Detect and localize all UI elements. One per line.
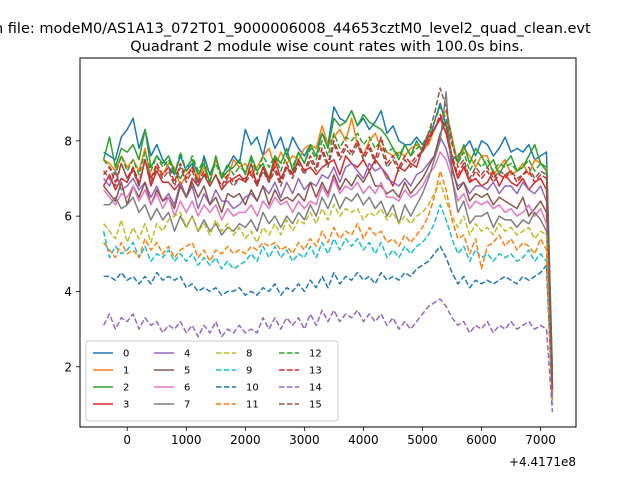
x-tick-label: 1000 (171, 433, 202, 447)
legend-label-13: 13 (309, 366, 322, 377)
x-tick-label: 3000 (289, 433, 320, 447)
legend-label-10: 10 (246, 383, 259, 394)
x-tick-label: 4000 (348, 433, 379, 447)
ticks-layer: 0 1000 2000 3000 4000 5000 6000 7000 2 4 6 8 (64, 134, 555, 447)
x-axis-offset-label: +4.4171e8 (509, 455, 576, 469)
x-tick-label: 2000 (230, 433, 261, 447)
legend-label-7: 7 (184, 400, 190, 411)
legend-label-14: 14 (309, 383, 322, 394)
series-line-15 (103, 87, 554, 390)
legend-label-3: 3 (123, 400, 129, 411)
legend-label-12: 12 (309, 349, 322, 360)
x-tick-label: 6000 (466, 433, 497, 447)
legend-label-9: 9 (246, 366, 252, 377)
legend-label-8: 8 (246, 349, 252, 360)
chart-title: Quadrant 2 module wise count rates with … (130, 39, 524, 55)
legend-label-5: 5 (184, 366, 190, 377)
legend-label-11: 11 (246, 400, 259, 411)
axes-frame (79, 57, 577, 428)
series-line-12 (103, 106, 554, 386)
legend-label-15: 15 (309, 400, 322, 411)
y-tick-label: 8 (64, 134, 72, 148)
legend-label-0: 0 (123, 349, 129, 360)
series-line-7 (103, 91, 554, 397)
y-tick-label: 2 (64, 360, 72, 374)
legend-label-4: 4 (184, 349, 190, 360)
x-tick-label: 5000 (407, 433, 438, 447)
series-line-13 (103, 113, 554, 390)
legend-label-2: 2 (123, 383, 129, 394)
legend-frame (85, 340, 339, 422)
series-line-2 (102, 109, 554, 382)
series-line-6 (103, 151, 554, 394)
series-line-10 (103, 245, 554, 405)
x-tick-label: 7000 (525, 433, 556, 447)
y-tick-label: 6 (64, 210, 72, 224)
series-line-11 (103, 170, 554, 401)
series-line-4 (103, 136, 554, 394)
plot-layer (102, 87, 554, 412)
x-tick-label: 0 (123, 433, 131, 447)
series-line-8 (103, 181, 554, 401)
series-line-14 (102, 298, 554, 412)
series-line-9 (102, 204, 554, 401)
y-tick-label: 4 (64, 285, 72, 299)
series-line-5 (103, 121, 554, 394)
legend-label-6: 6 (184, 383, 190, 394)
figure-suptitle: n file: modeM0/AS1A13_072T01_9000006008_… (0, 21, 591, 37)
legend-label-1: 1 (123, 366, 129, 377)
